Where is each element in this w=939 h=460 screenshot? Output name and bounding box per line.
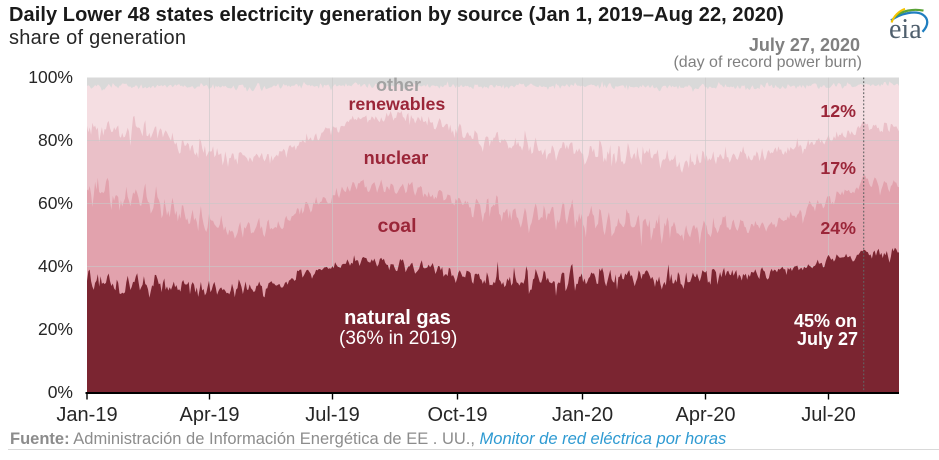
svg-text:eia: eia [889, 14, 922, 45]
